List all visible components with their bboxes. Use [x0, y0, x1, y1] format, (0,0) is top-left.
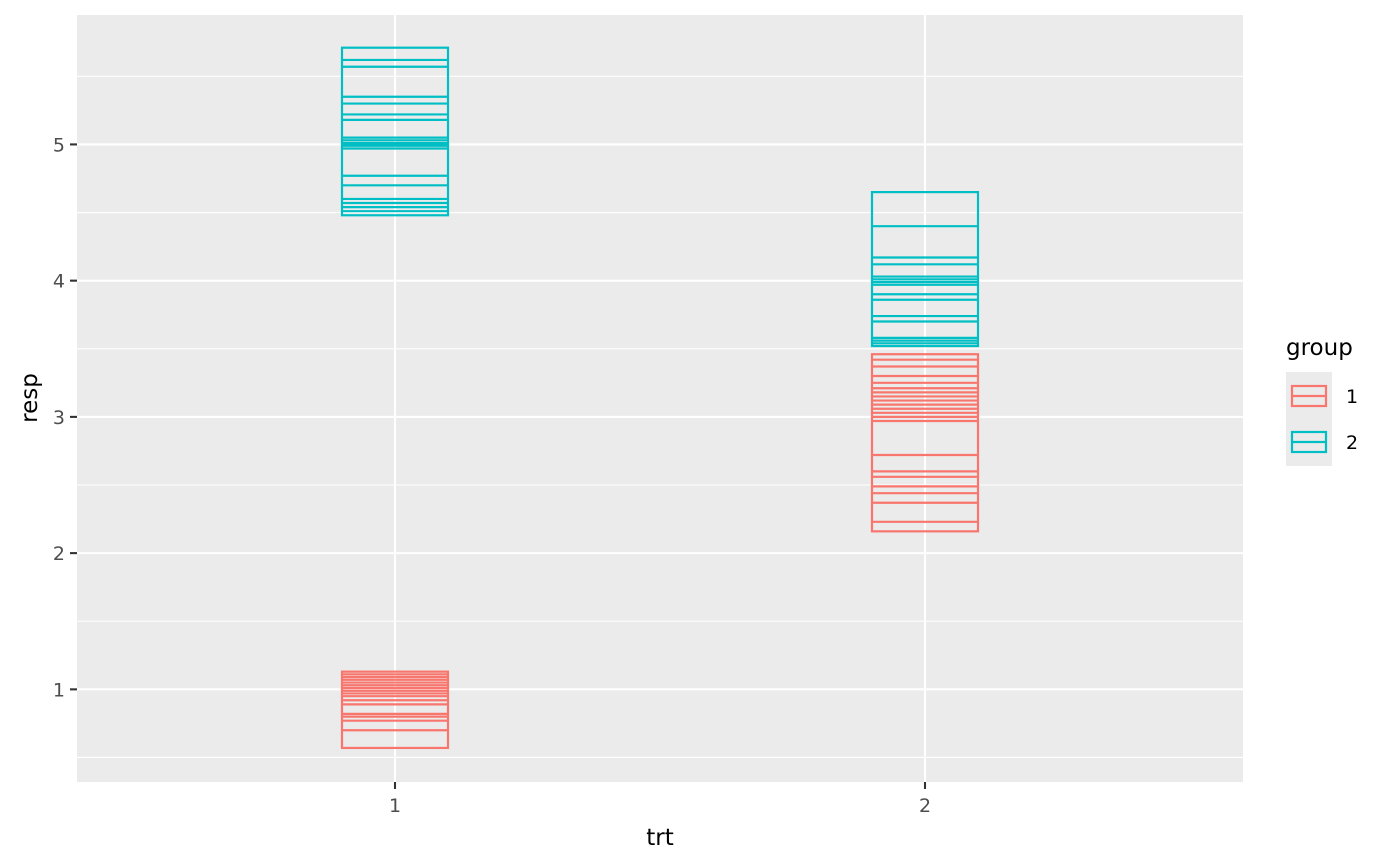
y-tick-label: 3	[53, 407, 65, 429]
legend-key-background	[1286, 372, 1332, 466]
y-axis: 1 2 3 4 5	[53, 134, 77, 701]
y-axis-title: resp	[17, 373, 43, 423]
x-axis-title: trt	[646, 825, 674, 851]
y-tick-label: 1	[53, 679, 65, 701]
x-tick-label: 2	[919, 795, 931, 817]
crossbar-box	[340, 670, 450, 750]
legend-label: 1	[1346, 386, 1358, 408]
x-tick-label: 1	[389, 795, 401, 817]
series-group-2	[340, 46, 980, 348]
legend-entry-1: 1	[1290, 384, 1358, 408]
crossbar-box	[870, 191, 980, 348]
legend-label: 2	[1346, 432, 1358, 454]
y-tick-label: 4	[53, 271, 65, 293]
y-tick-label: 2	[53, 543, 65, 565]
minor-gridlines	[77, 75, 1243, 759]
legend-title: group	[1286, 335, 1353, 361]
crossbar-box	[340, 46, 450, 217]
legend-entry-2: 2	[1290, 430, 1358, 454]
plot-panel	[77, 15, 1243, 782]
legend: group 1 2	[1286, 335, 1358, 466]
series-group-1	[340, 353, 980, 750]
y-tick-label: 5	[53, 134, 65, 156]
crossbar-box	[870, 353, 980, 533]
crossbar-marks	[340, 46, 980, 750]
